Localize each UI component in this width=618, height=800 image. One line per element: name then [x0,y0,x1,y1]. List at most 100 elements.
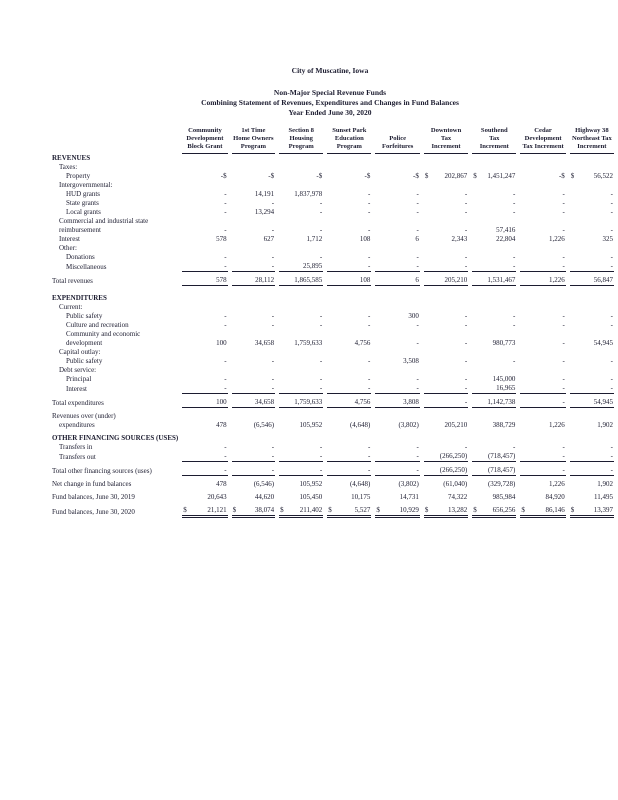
amount-cell [327,434,371,443]
row-label: Commercial and industrial state [59,217,149,225]
amount-cell [472,294,516,303]
amount-cell [520,348,565,357]
amount-cell [520,217,565,226]
amount-cell: 1,142,738 [472,398,517,408]
amount-cell [279,434,323,443]
amount-cell: 100 [216,339,227,347]
amount-cell: - [513,312,516,320]
amount-cell: - [224,321,227,329]
amount-cell: 205,210 [423,276,469,286]
amount-cell: 1,902 [597,480,613,488]
amount-cell: $1,451,247 [472,172,516,181]
row-label: Taxes: [59,163,78,171]
table-row: Transfers out - - - - - (266,250) (718,457) - - [52,452,614,462]
currency-symbol: $ [424,506,429,514]
amount-cell: - [562,199,565,207]
amount-cell: - [472,262,517,272]
amount-cell [327,294,371,303]
table-row: Interest 578 627 1,712 108 6 2,343 22,804 1,226 3… [52,235,614,244]
table-row: Current: [52,303,614,312]
amount-cell: 74,322 [447,493,468,501]
table-row: OTHER FINANCING SOURCES (USES) [52,434,614,443]
amount-cell: (718,457) [472,452,517,462]
amount-cell [182,330,227,339]
amount-cell: - [231,384,276,394]
amount-cell: - [610,357,613,365]
amount-cell: - [368,208,371,216]
amount-cell [570,163,614,172]
amount-cell: 16,965 [472,384,517,394]
amount-cell: - [513,208,516,216]
amount-cell: - [368,190,371,198]
amount-cell: - [569,384,614,394]
amount-cell: - [513,443,516,451]
amount-value: 13,397 [593,506,613,514]
table-row: Total expenditures 100 34,658 1,759,633 4,75… [52,398,614,408]
amount-cell: - [562,443,565,451]
amount-cell: - [224,190,227,198]
row-label: reimbursement [59,226,101,234]
table-row: expenditures 478 (6,546) 105,952 (4,648) (3,8… [52,421,614,430]
currency-symbol: $ [521,506,525,514]
row-label: Fund balances, June 30, 2019 [52,493,135,501]
amount-cell: - [562,208,565,216]
table-row: development 100 34,658 1,759,633 4,756 - - 980,… [52,339,614,348]
amount-cell: 1,712 [306,235,323,243]
amount-cell: 205,210 [444,421,468,429]
amount-value: 86,146 [545,506,565,514]
amount-cell: $13,397 [569,506,614,518]
amount-cell: 34,658 [231,398,276,408]
amount-cell: - [569,452,614,462]
amount-cell [570,217,614,226]
amount-cell: - [224,357,227,365]
amount-cell: - [231,466,276,476]
amount-cell: - [464,375,468,383]
amount-cell: - [224,375,227,383]
amount-cell: - [224,226,227,234]
table-row: Fund balances, June 30, 2020 $21,121 $38,0… [52,506,614,518]
amount-value: 202,867 [444,172,468,180]
amount-cell: 980,773 [492,339,516,347]
amount-cell: - [368,226,371,234]
amount-cell [232,217,276,226]
amount-cell: - [416,443,419,451]
amount-cell [279,348,323,357]
amount-cell: $13,282 [423,506,469,518]
amount-cell: - [416,208,419,216]
amount-cell: - [375,262,420,272]
row-label: Local grants [66,208,101,216]
currency-symbol: $ [570,172,575,180]
amount-cell: 108 [359,235,371,243]
table-row: Principal - - - - - - 145,000 - - [52,375,614,384]
amount-cell: - [464,190,468,198]
row-label: Community and economic [66,330,141,338]
amount-cell: 14,731 [399,493,419,501]
amount-cell [520,181,565,190]
amount-cell: 105,952 [299,421,323,429]
currency-symbol: $ [376,506,380,514]
amount-cell: 34,658 [254,339,275,347]
amount-cell: 478 [216,421,227,429]
amount-cell: - [224,443,227,451]
amount-cell [327,217,371,226]
amount-cell: - [279,452,324,462]
amount-cell [182,181,227,190]
amount-cell: - [279,384,324,394]
amount-cell: 57,416 [496,226,516,234]
amount-cell: - [416,199,419,207]
amount-cell: - [319,199,323,207]
amount-cell [182,434,227,443]
amount-cell [520,294,565,303]
amount-cell [375,434,420,443]
amount-cell: 108 [327,276,372,286]
row-label: Culture and recreation [66,321,129,329]
amount-cell: (6,546) [253,421,275,429]
amount-cell: - [368,321,371,329]
amount-cell: -$ [364,172,371,180]
table-row: Miscellaneous - -25,895- - - - - - [52,262,614,272]
amount-cell [520,330,565,339]
amount-cell: - [375,384,420,394]
amount-cell: - [423,398,469,408]
amount-cell: - [319,357,323,365]
